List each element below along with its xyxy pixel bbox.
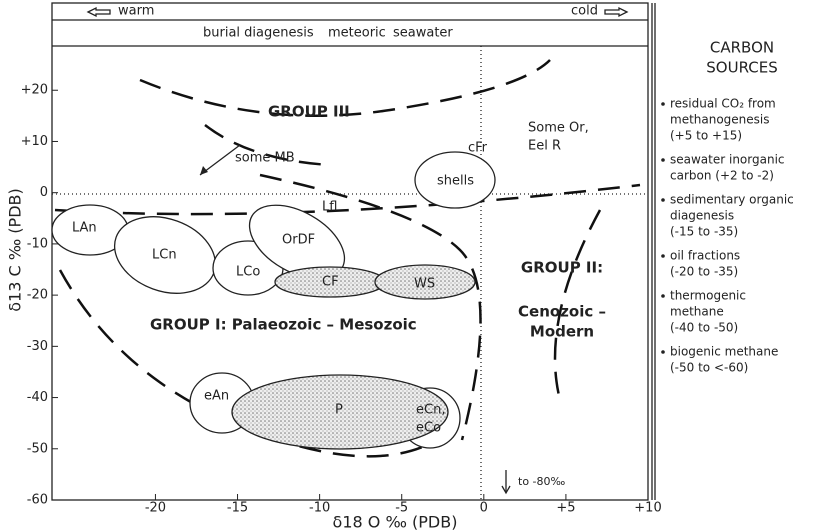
- source-text: biogenic methane: [670, 345, 778, 359]
- zone: meteoric: [328, 26, 386, 41]
- x-tick-label: 0: [480, 501, 488, 516]
- bullet: [661, 158, 665, 162]
- bullet: [661, 254, 665, 258]
- annotation: Some Or,: [528, 121, 589, 136]
- field-label: eCo: [416, 421, 441, 436]
- source-text: carbon (+2 to -2): [670, 169, 774, 183]
- source-text: (-50 to <-60): [670, 361, 748, 375]
- warm: warm: [118, 4, 154, 19]
- source-text: diagenesis: [670, 209, 734, 223]
- source-text: residual CO₂ from: [670, 97, 776, 111]
- cold: cold: [571, 4, 598, 19]
- bullet: [661, 102, 665, 106]
- group: GROUP II:: [521, 259, 603, 277]
- y-tick-label: -30: [27, 339, 48, 354]
- bullet: [661, 198, 665, 202]
- bullet: [661, 350, 665, 354]
- field-label: LCn: [152, 248, 177, 263]
- field-label: LCo: [236, 265, 260, 280]
- source-text: thermogenic: [670, 289, 746, 303]
- y-tick-label: 0: [40, 185, 48, 200]
- annotation: cFr: [468, 141, 488, 156]
- sources-title: CARBON: [710, 39, 774, 57]
- group: GROUP I: Palaeozoic – Mesozoic: [150, 316, 417, 334]
- y-tick-label: -10: [27, 236, 48, 251]
- bullet: [661, 294, 665, 298]
- x-tick-label: +5: [556, 501, 575, 516]
- x-tick-label: -20: [145, 501, 166, 516]
- sources-title: SOURCES: [706, 59, 777, 77]
- field-label: CF: [322, 275, 339, 290]
- field-label: P: [335, 403, 343, 418]
- source-text: (-40 to -50): [670, 321, 738, 335]
- annotation: Lfl: [322, 200, 337, 215]
- labels: warm cold burial diagenesis meteoric sea…: [6, 4, 778, 531]
- source-text: sedimentary organic: [670, 193, 794, 207]
- fields: [51, 144, 496, 450]
- field-label: WS: [414, 277, 435, 292]
- y-tick-label: +20: [21, 83, 48, 98]
- x-axis-title: δ18 O ‰ (PDB): [333, 513, 458, 531]
- y-tick-label: -20: [27, 288, 48, 303]
- zone: burial diagenesis: [203, 26, 314, 41]
- annotation: to -80‰: [518, 475, 566, 488]
- source-text: methane: [670, 305, 724, 319]
- y-tick-label: -40: [27, 390, 48, 405]
- source-text: seawater inorganic: [670, 153, 785, 167]
- x-tick-label: -15: [227, 501, 248, 516]
- y-axis-title: δ13 C ‰ (PDB): [6, 188, 25, 311]
- x-tick-label: +10: [634, 501, 661, 516]
- zone: seawater: [393, 26, 453, 41]
- y-tick-label: -60: [27, 493, 48, 508]
- x-tick-label: -5: [395, 501, 408, 516]
- field-label: LAn: [72, 221, 97, 236]
- x-tick-label: -10: [309, 501, 330, 516]
- annotation: some MB: [235, 151, 295, 166]
- source-text: methanogenesis: [670, 113, 770, 127]
- group: Modern: [530, 323, 594, 341]
- annotation: Eel R: [528, 139, 561, 154]
- y-tick-label: +10: [21, 134, 48, 149]
- source-text: (-15 to -35): [670, 225, 738, 239]
- source-text: (+5 to +15): [670, 129, 742, 143]
- source-text: oil fractions: [670, 249, 740, 263]
- group: Cenozoic –: [518, 303, 606, 321]
- y-tick-label: -50: [27, 441, 48, 456]
- group: GROUP III: [268, 103, 350, 121]
- field-label: eCn,: [416, 403, 445, 418]
- field-label: OrDF: [282, 233, 315, 248]
- source-text: (-20 to -35): [670, 265, 738, 279]
- field-label: shells: [437, 174, 474, 189]
- field-label: eAn: [204, 389, 229, 404]
